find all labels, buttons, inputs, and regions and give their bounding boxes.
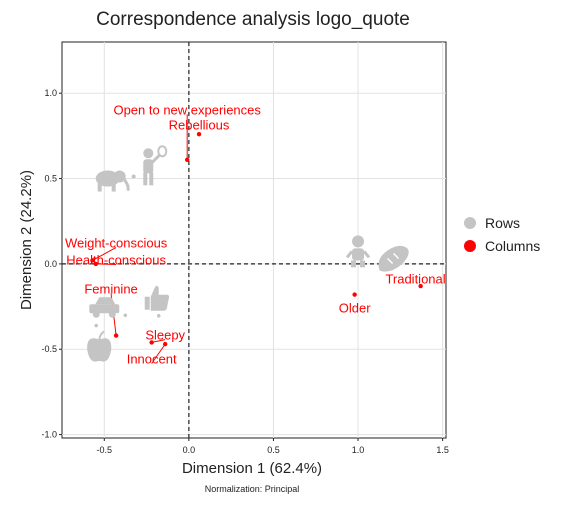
column-label: Traditional bbox=[385, 271, 445, 286]
apple-icon bbox=[87, 323, 112, 362]
column-point bbox=[113, 333, 119, 338]
row-points bbox=[87, 145, 409, 362]
column-point bbox=[149, 340, 154, 345]
column-point bbox=[93, 261, 99, 267]
y-tick-label: 1.0 bbox=[44, 88, 57, 98]
plot-panel bbox=[61, 41, 447, 439]
column-point bbox=[196, 131, 202, 137]
column-label: Rebellious bbox=[169, 118, 230, 133]
tennis-player-icon bbox=[143, 145, 168, 186]
elephant-icon bbox=[95, 170, 136, 192]
x-tick-label: 0.0 bbox=[183, 445, 196, 455]
y-tick-label: 0.0 bbox=[44, 259, 57, 269]
legend-rows-swatch bbox=[464, 217, 476, 229]
column-point bbox=[352, 292, 357, 297]
column-label-connector bbox=[151, 339, 166, 343]
x-tick-label: 0.5 bbox=[267, 445, 280, 455]
legend-columns-swatch bbox=[464, 240, 476, 252]
column-points bbox=[90, 131, 423, 347]
car-icon bbox=[89, 297, 128, 318]
baby-icon bbox=[345, 235, 371, 268]
column-point bbox=[90, 258, 95, 263]
bread-icon bbox=[378, 245, 409, 272]
x-axis-label: Dimension 1 (62.4%) bbox=[182, 460, 322, 477]
column-label: Weight-conscious bbox=[65, 235, 168, 250]
chart-title: Correspondence analysis logo_quote bbox=[96, 9, 410, 30]
x-tick-label: 1.0 bbox=[352, 445, 365, 455]
column-label: Health-conscious bbox=[66, 252, 166, 267]
column-label: Open to new experiences bbox=[113, 102, 261, 117]
x-axis-ticks: -0.5 0.0 0.5 1.0 1.5 bbox=[97, 438, 449, 455]
reference-lines bbox=[62, 42, 446, 438]
x-tick-label: 1.5 bbox=[436, 445, 449, 455]
column-point bbox=[162, 341, 168, 347]
normalization-note: Normalization: Principal bbox=[205, 484, 300, 494]
column-label: Feminine bbox=[84, 282, 137, 297]
column-label-connector bbox=[95, 263, 117, 265]
thumbs-up-icon bbox=[144, 285, 170, 318]
y-tick-label: 0.5 bbox=[44, 174, 57, 184]
y-axis-label: Dimension 2 (24.2%) bbox=[18, 170, 35, 310]
column-point bbox=[418, 283, 423, 289]
column-label-connector bbox=[92, 246, 117, 261]
column-label: Innocent bbox=[127, 351, 177, 366]
legend: Rows Columns bbox=[464, 215, 540, 254]
x-tick-label: -0.5 bbox=[97, 445, 113, 455]
column-label: Sleepy bbox=[145, 328, 185, 343]
column-point bbox=[184, 157, 190, 162]
y-axis-ticks: -1.0 -0.5 0.0 0.5 1.0 bbox=[41, 88, 62, 440]
y-tick-label: -0.5 bbox=[41, 344, 57, 354]
column-label-connector bbox=[151, 343, 166, 364]
column-label: Older bbox=[339, 300, 371, 315]
legend-columns-label: Columns bbox=[485, 238, 540, 254]
legend-rows-label: Rows bbox=[485, 215, 520, 231]
y-tick-label: -1.0 bbox=[41, 430, 57, 440]
